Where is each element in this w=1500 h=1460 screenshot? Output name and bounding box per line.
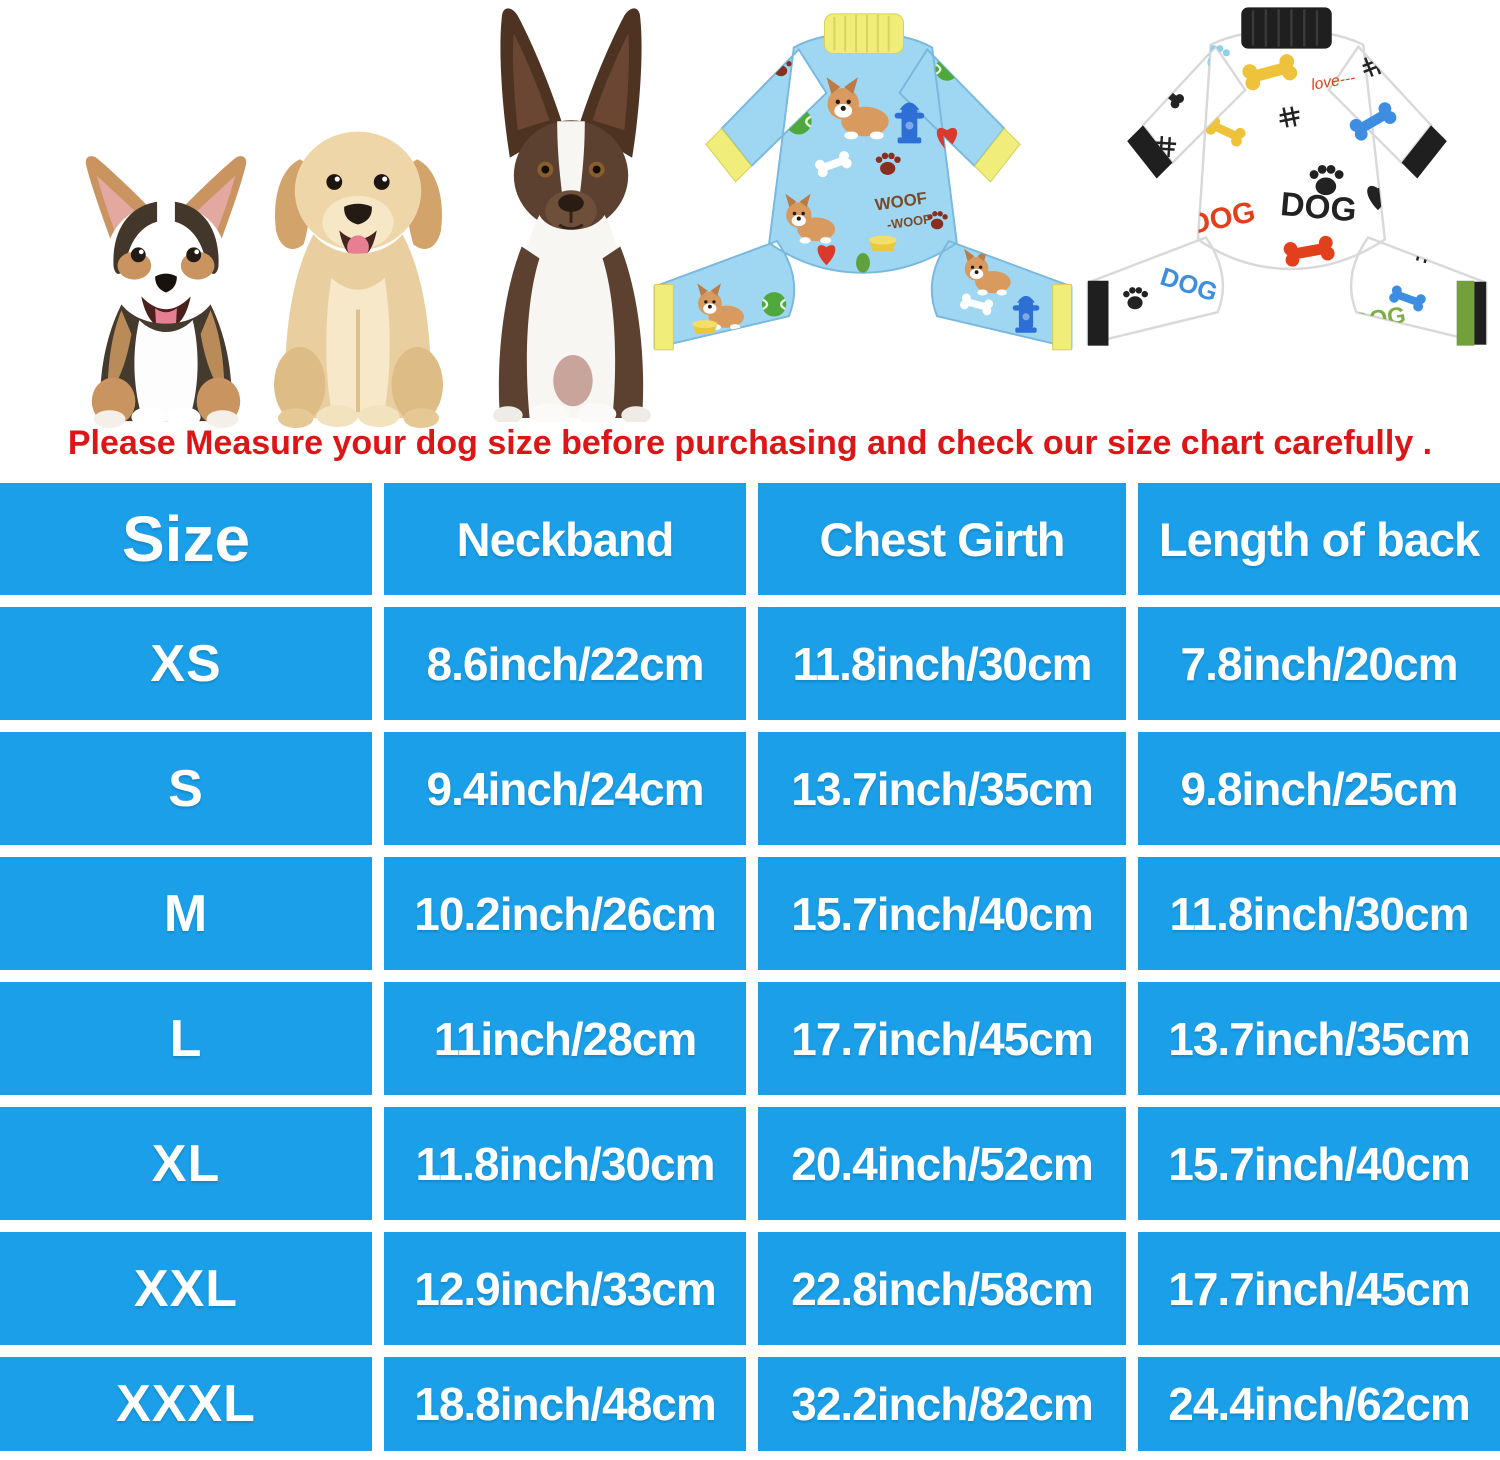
- cell-m-chest: 15.7inch/40cm: [758, 857, 1126, 970]
- cell-xxl-chest: 22.8inch/58cm: [758, 1232, 1126, 1345]
- cell-xxl-size: XXL: [0, 1232, 372, 1345]
- hero-section: WOOF -WOOF: [0, 0, 1500, 470]
- cell-xxxl-back: 24.4inch/62cm: [1138, 1357, 1500, 1451]
- white-pajama-sleeve-cuff: [1127, 125, 1173, 179]
- cell-s-size: S: [0, 732, 372, 845]
- cell-xl-neckband: 11.8inch/30cm: [384, 1107, 746, 1220]
- cell-l-size: L: [0, 982, 372, 1095]
- corgi-nose: [155, 273, 177, 293]
- cell-xl-size: XL: [0, 1107, 372, 1220]
- cell-m-back: 11.8inch/30cm: [1138, 857, 1500, 970]
- heart-icon: [1145, 234, 1165, 257]
- bone-icon: [1156, 176, 1203, 205]
- cell-xs-back: 7.8inch/20cm: [1138, 607, 1500, 720]
- cell-m-size: M: [0, 857, 372, 970]
- corgi-eye-left: [130, 247, 146, 263]
- border-collie-puppy-photo: [493, 8, 651, 422]
- cell-xxxl-size: XXXL: [0, 1357, 372, 1451]
- golden-tongue: [347, 235, 369, 260]
- cell-s-neckband: 9.4inch/24cm: [384, 732, 746, 845]
- cell-xs-chest: 11.8inch/30cm: [758, 607, 1126, 720]
- size-chart-table: Size Neckband Chest Girth Length of back…: [0, 483, 1500, 1451]
- cell-xxl-neckband: 12.9inch/33cm: [384, 1232, 746, 1345]
- food-bowl-icon: [692, 320, 718, 334]
- cell-xxl-back: 17.7inch/45cm: [1138, 1232, 1500, 1345]
- cell-xs-size: XS: [0, 607, 372, 720]
- cell-s-back: 9.8inch/25cm: [1138, 732, 1500, 845]
- corgi-puppy-photo: [85, 156, 247, 428]
- corgi-eye-right: [186, 247, 202, 263]
- cell-xxxl-chest: 32.2inch/82cm: [758, 1357, 1126, 1451]
- love-text: love---: [1230, 324, 1274, 346]
- waste-bag-toy-icon: [856, 252, 870, 273]
- woof-text: -WOOF: [886, 211, 932, 232]
- tennis-ball-icon: [760, 290, 788, 318]
- collie-chest: [513, 214, 631, 419]
- food-bowl-icon: [868, 235, 897, 251]
- dog-text: DOG: [1394, 42, 1442, 71]
- blue-pajama-sleeve-cuff: [705, 127, 753, 183]
- dog-text: DOG: [1279, 186, 1358, 229]
- white-pajama-sleeve-cuff: [1401, 125, 1447, 179]
- golden-retriever-puppy-photo: [274, 131, 443, 428]
- cell-m-neckband: 10.2inch/26cm: [384, 857, 746, 970]
- collie-nose: [558, 194, 584, 212]
- cell-xl-back: 15.7inch/40cm: [1138, 1107, 1500, 1220]
- blue-pajama-print: WOOF -WOOF: [692, 56, 1040, 334]
- header-cell-neckband: Neckband: [384, 483, 746, 595]
- cell-xxxl-neckband: 18.8inch/48cm: [384, 1357, 746, 1451]
- paw-icon: [1236, 285, 1266, 312]
- cell-l-neckband: 11inch/28cm: [384, 982, 746, 1095]
- cell-l-back: 13.7inch/35cm: [1138, 982, 1500, 1095]
- white-pajama-leg-cuff: [1474, 281, 1487, 345]
- blue-pajama-collar: [823, 13, 904, 54]
- golden-nose: [344, 203, 372, 225]
- header-cell-back-length: Length of back: [1138, 483, 1500, 595]
- cell-xs-neckband: 8.6inch/22cm: [384, 607, 746, 720]
- header-cell-chest-girth: Chest Girth: [758, 483, 1126, 595]
- white-pajama-leg-cuff: [1087, 280, 1109, 346]
- blue-corgi-pajama-photo: WOOF -WOOF: [653, 13, 1073, 351]
- white-bone-pajama-photo: DOG DOG DOG DOG DOG love--- love---: [1086, 7, 1488, 346]
- cell-xl-chest: 20.4inch/52cm: [758, 1107, 1126, 1220]
- blue-pajama-sleeve-cuff: [973, 127, 1021, 183]
- measure-warning-text: Please Measure your dog size before purc…: [67, 424, 1433, 462]
- cell-s-chest: 13.7inch/35cm: [758, 732, 1126, 845]
- blue-pajama-leg-cuff: [654, 284, 674, 351]
- white-pajama-leg-cuff-green: [1456, 280, 1475, 346]
- tennis-ball-icon: [784, 107, 813, 136]
- cell-l-chest: 17.7inch/45cm: [758, 982, 1126, 1095]
- blue-pajama-leg-cuff: [1052, 284, 1072, 351]
- white-pajama-collar: [1241, 7, 1332, 49]
- header-cell-size: Size: [0, 483, 372, 595]
